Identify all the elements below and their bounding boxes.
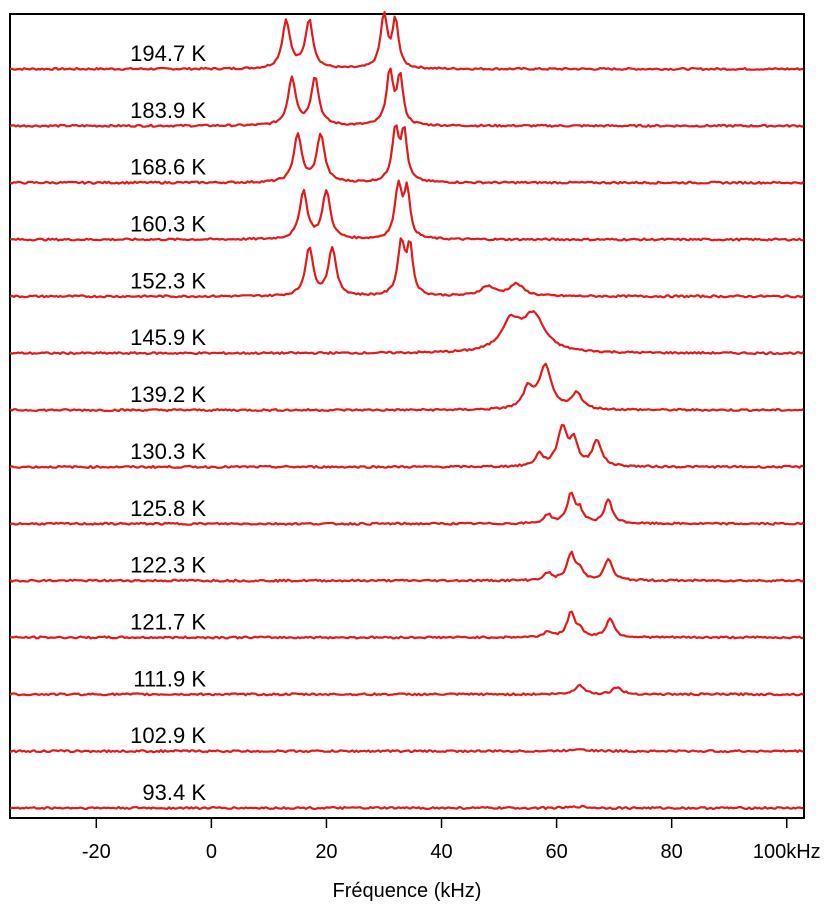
spectrum-trace: [9, 550, 804, 583]
trace-temperature-label: 93.4 K: [142, 780, 206, 805]
spectrum-trace: [9, 179, 804, 242]
spectrum-trace: [9, 11, 804, 71]
trace-temperature-label: 160.3 K: [130, 212, 206, 237]
spectrum-trace: [9, 683, 804, 697]
spectrum-trace: [9, 804, 804, 810]
x-tick-label: 60: [545, 841, 567, 863]
trace-temperature-label: 194.7 K: [130, 41, 206, 66]
spectrum-trace: [9, 67, 804, 128]
trace-temperature-label: 130.3 K: [130, 439, 206, 464]
x-axis: -20 0 20 40 60 80 100kHz: [82, 818, 821, 863]
spectrum-trace: [9, 237, 804, 299]
x-tick-label: 40: [430, 841, 452, 863]
spectrum-trace: [9, 610, 804, 640]
x-tick-label: -20: [82, 841, 111, 863]
spectrum-trace: [9, 310, 804, 356]
trace-temperature-label: 139.2 K: [130, 382, 206, 407]
spectrum-trace: [9, 124, 805, 185]
trace-temperature-label: 183.9 K: [130, 98, 206, 123]
trace-temperature-label: 102.9 K: [130, 723, 206, 748]
x-tick-label: 20: [315, 841, 337, 863]
spectrum-trace: [9, 362, 804, 413]
trace-temperature-label: 145.9 K: [130, 325, 206, 350]
trace-temperature-label: 111.9 K: [133, 666, 206, 691]
trace-temperature-label: 125.8 K: [130, 496, 206, 521]
trace-temperature-label: 152.3 K: [130, 268, 206, 293]
trace-temperature-label: 122.3 K: [130, 553, 206, 578]
trace-labels: 194.7 K 183.9 K 168.6 K 160.3 K 152.3 K 145.9…: [130, 41, 206, 805]
x-tick-label: 100kHz: [753, 841, 821, 863]
spectrum-trace: [9, 748, 804, 754]
trace-temperature-label: 121.7 K: [130, 609, 206, 634]
spectrum-trace: [9, 491, 804, 526]
trace-temperature-label: 168.6 K: [130, 155, 206, 180]
spectra-traces: [9, 11, 805, 810]
x-tick-label: 0: [206, 841, 217, 863]
spectrum-trace: [9, 424, 804, 469]
x-axis-title: Fréquence (kHz): [333, 880, 482, 902]
x-tick-label: 80: [661, 841, 683, 863]
plot-frame: [9, 13, 805, 819]
